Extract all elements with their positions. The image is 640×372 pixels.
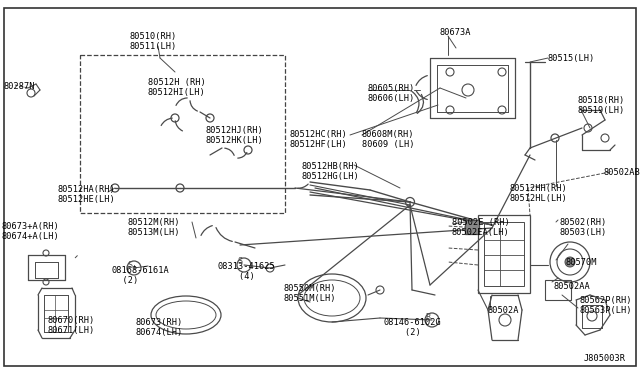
Text: 80502EA(LH): 80502EA(LH) [452, 228, 509, 237]
Text: 80550M(RH): 80550M(RH) [284, 284, 337, 293]
Text: 80518(RH): 80518(RH) [578, 96, 625, 105]
Text: 80513M(LH): 80513M(LH) [128, 228, 180, 237]
Text: 80511(LH): 80511(LH) [130, 42, 177, 51]
Text: 80673+A(RH): 80673+A(RH) [2, 222, 60, 231]
Bar [465, 220, 479, 234]
Text: 80512M(RH): 80512M(RH) [128, 218, 180, 227]
Text: 80512HA(RH): 80512HA(RH) [58, 185, 116, 194]
Text: 80502E (RH): 80502E (RH) [452, 218, 509, 227]
Bar [545, 280, 571, 300]
Circle shape [565, 257, 575, 267]
Text: 80512HJ(RH): 80512HJ(RH) [205, 126, 263, 135]
Text: J805003R: J805003R [584, 354, 626, 363]
Text: (2): (2) [384, 328, 420, 337]
Text: 08146-6102G: 08146-6102G [384, 318, 442, 327]
Text: 08313-41625: 08313-41625 [218, 262, 276, 271]
Text: 80515(LH): 80515(LH) [548, 54, 595, 63]
Text: 80512HF(LH): 80512HF(LH) [290, 140, 348, 149]
Text: 80502AB: 80502AB [604, 168, 640, 177]
Text: 80512HG(LH): 80512HG(LH) [302, 172, 360, 181]
Text: 80673(RH): 80673(RH) [136, 318, 183, 327]
Text: 80512HI(LH): 80512HI(LH) [148, 88, 205, 97]
Text: 80512HH(RH): 80512HH(RH) [510, 184, 568, 193]
Text: 80287N: 80287N [4, 82, 35, 91]
Text: 80502AA: 80502AA [554, 282, 591, 291]
Bar [484, 222, 524, 286]
Bar [478, 215, 530, 293]
Text: 80606(LH): 80606(LH) [368, 94, 415, 103]
Text: 80670(RH): 80670(RH) [48, 316, 95, 325]
Text: 80519(LH): 80519(LH) [578, 106, 625, 115]
Text: 80512HK(LH): 80512HK(LH) [205, 136, 263, 145]
Text: B: B [426, 312, 431, 321]
Text: 80674+A(LH): 80674+A(LH) [2, 232, 60, 241]
Text: 80605(RH): 80605(RH) [368, 84, 415, 93]
Text: 80502(RH): 80502(RH) [560, 218, 607, 227]
Text: 80503(LH): 80503(LH) [560, 228, 607, 237]
Text: 80570M: 80570M [566, 258, 598, 267]
Text: 80608M(RH): 80608M(RH) [362, 130, 415, 139]
Text: 80563P(LH): 80563P(LH) [580, 306, 632, 315]
Text: 80502A: 80502A [488, 306, 520, 315]
Text: 80512H (RH): 80512H (RH) [148, 78, 205, 87]
Text: 80512HL(LH): 80512HL(LH) [510, 194, 568, 203]
Text: 80673A: 80673A [440, 28, 472, 37]
Bar [80, 55, 285, 213]
Text: 80562P(RH): 80562P(RH) [580, 296, 632, 305]
Text: 80512HC(RH): 80512HC(RH) [290, 130, 348, 139]
Text: 80512HB(RH): 80512HB(RH) [302, 162, 360, 171]
Text: 80674(LH): 80674(LH) [136, 328, 183, 337]
Text: 80512HE(LH): 80512HE(LH) [58, 195, 116, 204]
Text: 80609 (LH): 80609 (LH) [362, 140, 415, 149]
Text: (2): (2) [112, 276, 138, 285]
Text: 80551M(LH): 80551M(LH) [284, 294, 337, 303]
Text: 80510(RH): 80510(RH) [130, 32, 177, 41]
Text: 08168-6161A: 08168-6161A [112, 266, 170, 275]
Text: S: S [237, 257, 243, 266]
Text: 80671(LH): 80671(LH) [48, 326, 95, 335]
Text: S: S [127, 260, 132, 269]
Text: (4): (4) [218, 272, 255, 281]
